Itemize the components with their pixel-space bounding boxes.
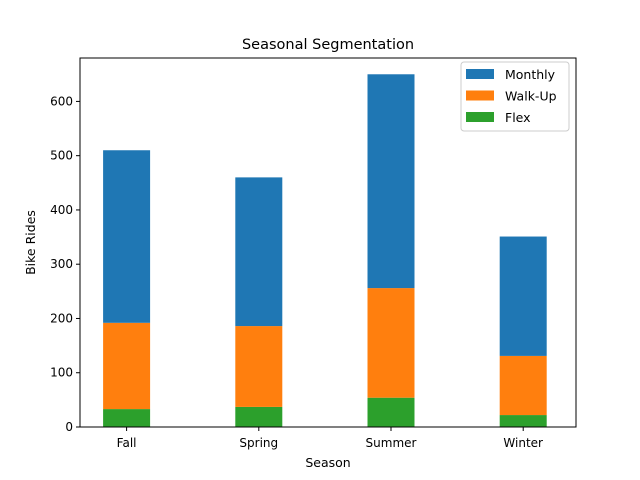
- legend-swatch-walk-up: [466, 90, 494, 101]
- bar-flex-summer: [367, 397, 415, 427]
- legend-label-flex: Flex: [505, 110, 531, 125]
- bar-walk-up-fall: [103, 322, 151, 410]
- bar-walk-up-winter: [499, 355, 547, 416]
- y-axis-ticks: 0 100 200 300 400 500 600: [50, 94, 80, 434]
- legend-swatch-monthly: [466, 69, 494, 79]
- legend-swatch-flex: [466, 112, 494, 122]
- y-tick-label-500: 500: [50, 149, 73, 163]
- plot-frame: [79, 57, 577, 428]
- bar-flex-fall: [103, 409, 151, 427]
- bars-layer: [103, 74, 547, 427]
- y-tick-label-200: 200: [50, 311, 73, 325]
- y-tick-label-400: 400: [50, 203, 73, 217]
- bar-monthly-winter: [499, 236, 547, 356]
- legend-label-monthly: Monthly: [505, 67, 556, 82]
- x-axis-label: Season: [305, 455, 350, 470]
- bar-monthly-spring: [235, 177, 283, 327]
- bar-monthly-summer: [367, 74, 415, 289]
- y-tick-label-300: 300: [50, 257, 73, 271]
- x-tick-label-summer: Summer: [366, 436, 417, 450]
- bar-walk-up-summer: [367, 288, 415, 398]
- chart-title: Seasonal Segmentation: [242, 37, 414, 53]
- y-tick-label-100: 100: [50, 366, 73, 380]
- bar-flex-winter: [499, 415, 547, 427]
- bar-monthly-fall: [103, 150, 151, 323]
- bar-flex-spring: [235, 406, 283, 427]
- y-tick-label-600: 600: [50, 94, 73, 108]
- x-tick-label-spring: Spring: [239, 436, 278, 450]
- x-tick-label-fall: Fall: [117, 436, 137, 450]
- x-tick-label-winter: Winter: [503, 436, 543, 450]
- legend-label-walk-up: Walk-Up: [505, 89, 557, 104]
- y-tick-label-0: 0: [65, 420, 73, 434]
- y-axis-label: Bike Rides: [23, 210, 38, 275]
- legend: Monthly Walk-Up Flex: [460, 61, 570, 132]
- x-axis-ticks: Fall Spring Summer Winter: [117, 427, 543, 450]
- bar-walk-up-spring: [235, 326, 283, 407]
